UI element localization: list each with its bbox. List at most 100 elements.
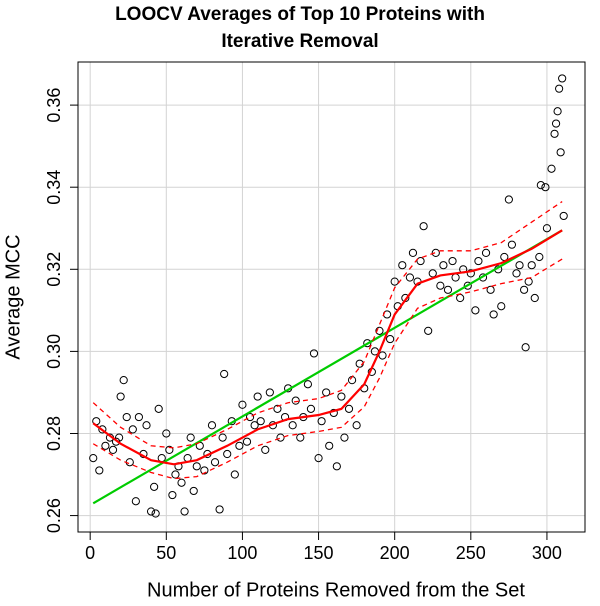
point bbox=[390, 277, 399, 286]
fit-line bbox=[92, 201, 563, 449]
point bbox=[486, 285, 495, 294]
point bbox=[288, 421, 297, 430]
point bbox=[168, 490, 177, 500]
point bbox=[559, 211, 568, 221]
y-tick-label: 0.26 bbox=[44, 498, 64, 533]
point bbox=[416, 256, 425, 266]
x-tick-label: 150 bbox=[304, 543, 334, 563]
point bbox=[558, 74, 567, 83]
point bbox=[210, 458, 220, 467]
point bbox=[375, 326, 384, 335]
point bbox=[180, 507, 189, 516]
point bbox=[189, 486, 198, 496]
point bbox=[306, 404, 316, 413]
point bbox=[250, 421, 259, 430]
point bbox=[535, 252, 544, 262]
point bbox=[344, 404, 354, 413]
point bbox=[291, 396, 300, 405]
point bbox=[448, 256, 457, 266]
point bbox=[542, 224, 552, 233]
point bbox=[386, 334, 395, 344]
point bbox=[405, 273, 415, 282]
point bbox=[524, 277, 533, 286]
point bbox=[456, 293, 465, 303]
point bbox=[230, 470, 239, 479]
x-tick-label: 100 bbox=[227, 543, 257, 563]
y-tick-label: 0.30 bbox=[44, 334, 64, 369]
point bbox=[515, 261, 524, 270]
point bbox=[101, 441, 110, 450]
point bbox=[504, 195, 513, 204]
point bbox=[242, 437, 252, 446]
point bbox=[215, 505, 224, 514]
point bbox=[340, 433, 349, 442]
chart-title: LOOCV Averages of Top 10 Proteins with bbox=[115, 4, 485, 25]
point bbox=[436, 281, 445, 290]
point bbox=[428, 269, 437, 278]
point bbox=[398, 261, 407, 270]
point bbox=[235, 441, 244, 450]
point bbox=[466, 269, 475, 278]
point bbox=[541, 183, 550, 192]
point bbox=[245, 412, 255, 422]
point bbox=[507, 240, 517, 249]
point bbox=[253, 392, 262, 401]
point bbox=[95, 466, 104, 475]
point bbox=[332, 462, 341, 471]
point bbox=[162, 429, 171, 438]
y-tick-label: 0.34 bbox=[44, 170, 64, 205]
point bbox=[177, 478, 186, 487]
point bbox=[238, 400, 247, 409]
point bbox=[134, 412, 144, 422]
point bbox=[314, 454, 323, 463]
point bbox=[556, 148, 565, 157]
point bbox=[98, 425, 107, 434]
point bbox=[207, 421, 217, 430]
point bbox=[451, 273, 460, 282]
point bbox=[151, 509, 160, 518]
point bbox=[309, 349, 319, 358]
x-tick-label: 50 bbox=[156, 543, 176, 563]
point bbox=[439, 261, 448, 270]
point bbox=[512, 269, 521, 278]
point bbox=[536, 181, 545, 190]
point bbox=[551, 119, 561, 128]
point bbox=[131, 497, 140, 506]
point bbox=[408, 248, 418, 257]
point bbox=[530, 293, 539, 303]
point bbox=[419, 222, 428, 231]
point bbox=[519, 285, 529, 294]
point bbox=[223, 449, 232, 459]
point bbox=[431, 248, 440, 257]
point bbox=[474, 256, 483, 266]
point bbox=[115, 433, 124, 442]
point bbox=[146, 507, 156, 516]
point bbox=[108, 445, 118, 455]
point bbox=[527, 261, 536, 270]
point bbox=[296, 433, 305, 442]
point bbox=[337, 392, 346, 401]
fit-line bbox=[92, 229, 563, 466]
point bbox=[497, 302, 506, 311]
point bbox=[89, 454, 98, 463]
point bbox=[471, 306, 480, 315]
point bbox=[521, 343, 530, 352]
point bbox=[220, 369, 229, 379]
point bbox=[550, 129, 559, 138]
point bbox=[378, 351, 387, 360]
point bbox=[547, 164, 556, 173]
point bbox=[443, 285, 453, 294]
point bbox=[303, 380, 313, 389]
point bbox=[154, 404, 163, 413]
point bbox=[265, 388, 274, 397]
point bbox=[171, 470, 180, 479]
point bbox=[150, 482, 159, 491]
y-axis-label: Average MCC bbox=[2, 234, 24, 359]
point bbox=[363, 339, 372, 348]
point bbox=[142, 421, 151, 430]
point bbox=[489, 310, 498, 319]
x-axis-label: Number of Proteins Removed from the Set bbox=[147, 579, 525, 601]
point bbox=[256, 417, 265, 426]
